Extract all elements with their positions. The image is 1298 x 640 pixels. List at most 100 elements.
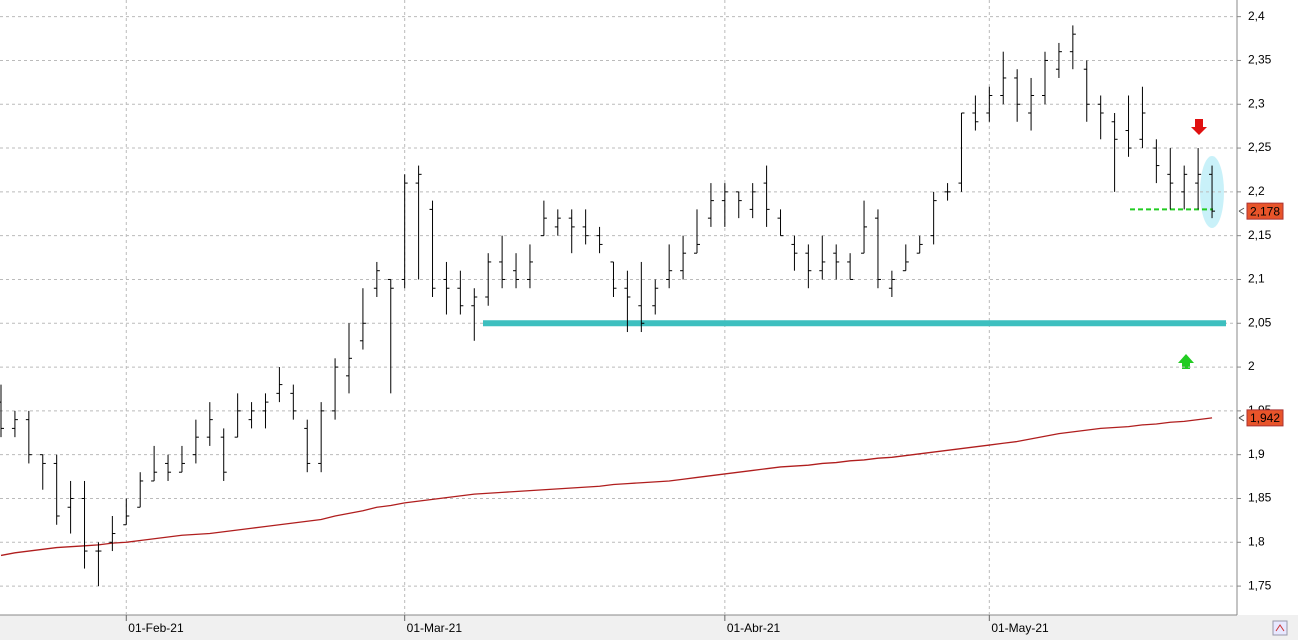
ohlc-bar	[972, 95, 979, 131]
down-arrow	[1191, 119, 1207, 135]
ohlc-bar	[415, 165, 422, 280]
y-tick-label: 1,9	[1248, 447, 1265, 461]
y-tick-label: 2,15	[1248, 228, 1272, 242]
ohlc-bar	[777, 209, 784, 237]
ohlc-bar	[833, 244, 840, 280]
ohlc-bar	[652, 279, 659, 315]
y-tick-label: 2,4	[1248, 9, 1265, 23]
ohlc-bar	[485, 253, 492, 306]
ohlc-bar	[137, 472, 144, 508]
ohlc-bar	[707, 183, 714, 227]
ohlc-bar	[499, 235, 506, 289]
ohlc-bar	[554, 209, 561, 236]
y-tick-label: 1,75	[1248, 578, 1272, 592]
ohlc-bar	[429, 200, 436, 297]
ohlc-bar	[290, 384, 297, 420]
menu-icon[interactable]	[1272, 620, 1288, 636]
ohlc-bar	[1042, 51, 1048, 105]
x-tick-label: 01-Feb-21	[128, 621, 184, 635]
ohlc-bar	[805, 244, 812, 289]
ohlc-bar	[39, 454, 46, 490]
ohlc-bar	[165, 454, 172, 481]
ohlc-bar	[694, 209, 700, 254]
price-marker-label: 1,942	[1250, 411, 1280, 425]
ohlc-bar	[95, 542, 102, 587]
ohlc-bar	[568, 209, 575, 254]
ohlc-bar	[721, 183, 728, 227]
ohlc-bar	[443, 261, 450, 315]
ohlc-bar	[109, 516, 116, 552]
y-tick-label: 2,25	[1248, 140, 1272, 154]
ohlc-bar	[888, 270, 895, 297]
ohlc-bar	[457, 270, 464, 315]
ohlc-bar	[220, 428, 227, 481]
x-tick-label: 01-Mar-21	[407, 621, 463, 635]
ohlc-bar	[1153, 139, 1160, 184]
ohlc-bar	[847, 253, 854, 280]
ohlc-bar	[1181, 165, 1188, 210]
ohlc-bar	[1069, 25, 1076, 70]
ohlc-bar	[986, 86, 993, 122]
x-tick-label: 01-May-21	[991, 621, 1049, 635]
ohlc-bar	[346, 323, 352, 394]
y-tick-label: 2,2	[1248, 184, 1265, 198]
ohlc-bar	[582, 209, 589, 245]
ohlc-bar	[318, 402, 325, 473]
ohlc-bar	[1167, 148, 1174, 210]
ohlc-bar	[151, 445, 158, 482]
ohlc-bar	[67, 480, 74, 534]
y-tick-label: 1,8	[1248, 534, 1265, 548]
ohlc-bar	[944, 183, 951, 201]
ohlc-bar	[304, 419, 311, 473]
ohlc-bar	[192, 419, 199, 464]
ohlc-bar	[596, 226, 603, 254]
y-tick-label: 2,05	[1248, 315, 1272, 329]
ohlc-bar	[1111, 113, 1118, 192]
y-tick-label: 2	[1248, 359, 1255, 373]
ohlc-bar	[1055, 42, 1062, 78]
ohlc-bar	[819, 235, 826, 280]
ohlc-bar	[1209, 165, 1216, 219]
ohlc-bar	[624, 270, 631, 333]
ohlc-bar	[916, 235, 923, 254]
ohlc-bar	[387, 278, 394, 394]
price-marker	[1246, 409, 1284, 427]
ohlc-bar	[1014, 69, 1021, 122]
ohlc-bar	[791, 235, 798, 271]
y-tick-label: 2,35	[1248, 53, 1272, 67]
ohlc-bar	[25, 410, 32, 464]
icon-box[interactable]	[1272, 620, 1288, 636]
ohlc-bar	[123, 498, 130, 526]
ohlc-bar	[471, 288, 478, 341]
ohlc-bar	[53, 454, 60, 525]
ohlc-bar	[861, 200, 868, 254]
ohlc-bar	[262, 393, 269, 429]
ohlc-bar	[401, 174, 408, 289]
ohlc-bar	[735, 191, 742, 219]
ohlc-bar	[610, 261, 617, 297]
y-tick-label: 2,1	[1248, 272, 1265, 286]
ohlc-bar	[1195, 148, 1202, 210]
ohlc-bar	[332, 358, 339, 420]
ohlc-bar	[874, 209, 881, 289]
ohlc-bar	[248, 402, 255, 429]
ohlc-bar	[359, 288, 366, 350]
ohlc-bar	[81, 480, 88, 569]
up-arrow	[1178, 354, 1194, 369]
moving-average-line	[0, 417, 1213, 557]
ohlc-bar	[234, 393, 241, 438]
ohlc-bar	[0, 384, 4, 438]
ohlc-bar	[540, 200, 547, 237]
ohlc-bar	[930, 191, 937, 245]
ohlc-bar	[1083, 60, 1090, 122]
ohlc-bar	[1097, 95, 1104, 140]
ohlc-bar	[749, 183, 756, 219]
ohlc-bar	[276, 367, 283, 403]
ohlc-bar	[902, 244, 909, 272]
ohlc-bar	[1139, 86, 1146, 149]
marker-pointer	[1238, 414, 1245, 422]
ohlc-bar	[513, 253, 520, 289]
ohlc-bar	[1028, 77, 1035, 131]
